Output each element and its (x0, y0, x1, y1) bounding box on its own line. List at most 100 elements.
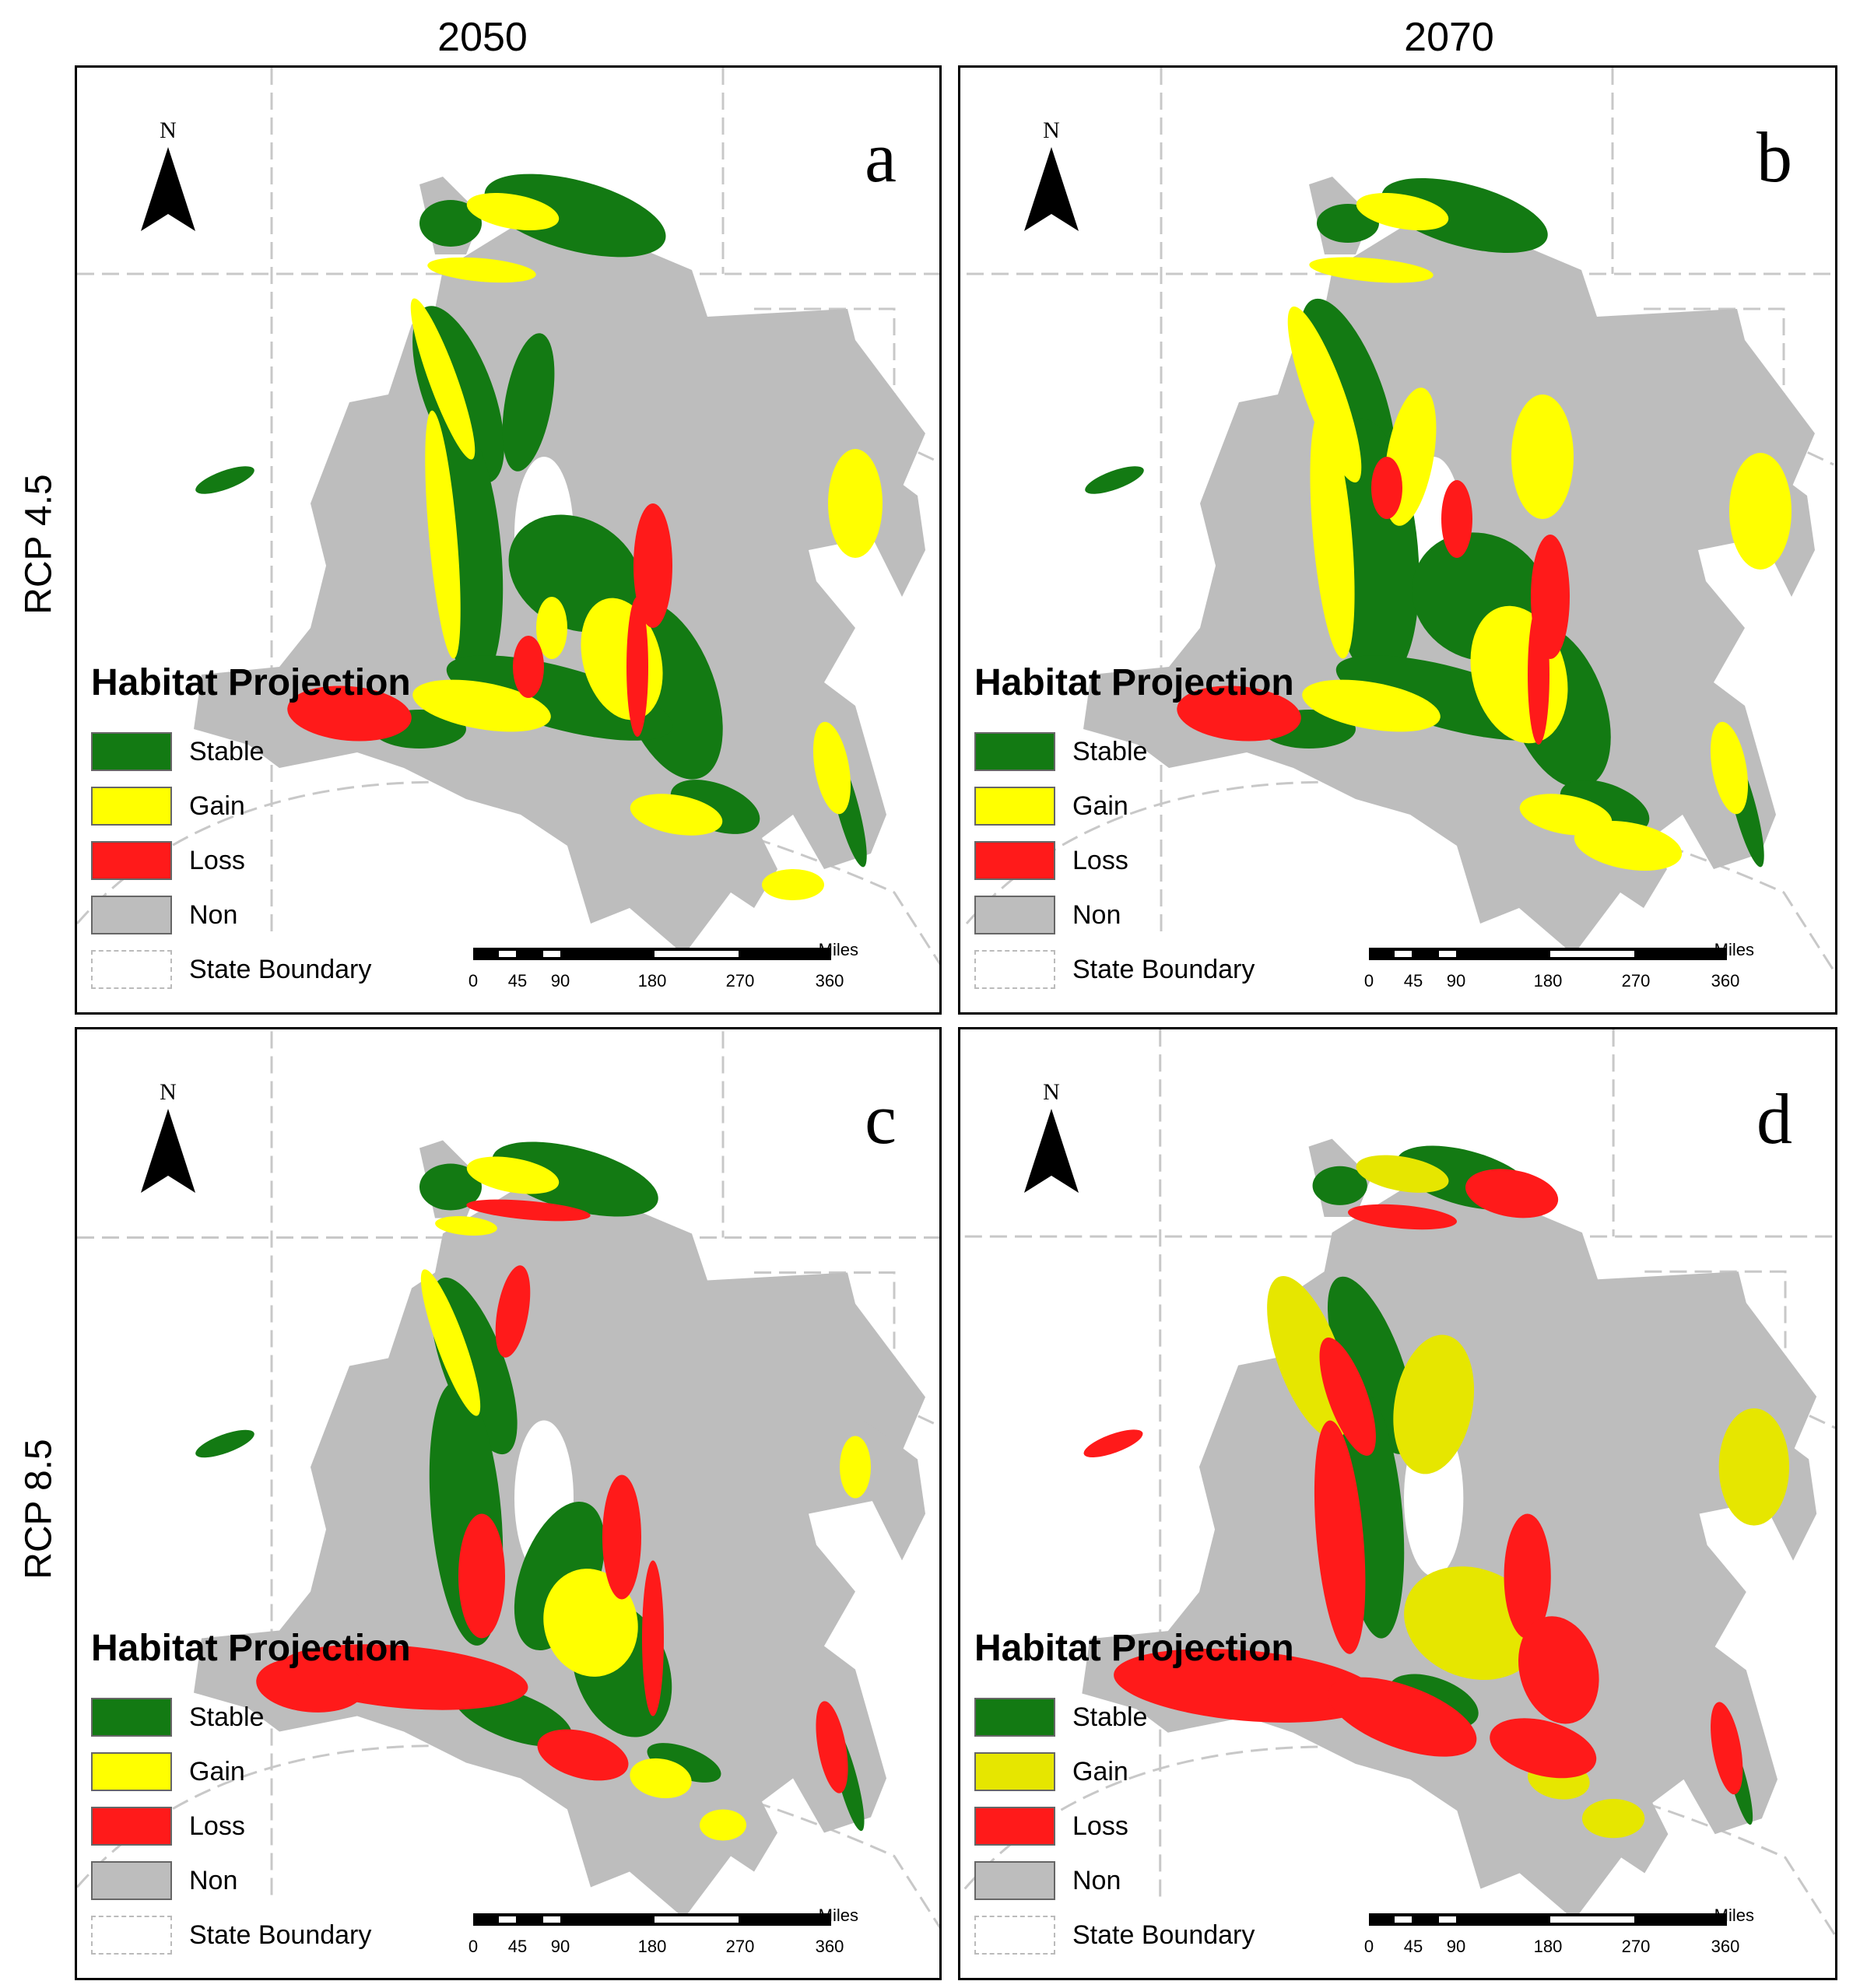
stable-patch (419, 1163, 482, 1211)
legend-item-stable: Stable (974, 724, 1410, 779)
legend-swatch (91, 1916, 172, 1955)
legend-swatch (974, 1861, 1055, 1900)
loss-habitat (1083, 1169, 1743, 1795)
loss-patch (1083, 1429, 1143, 1457)
gain-patch (410, 298, 476, 460)
legend-item-gain: Gain (91, 1744, 527, 1799)
map-panel-c: c N Habitat Projection Stable Gain Loss Non S… (75, 1027, 942, 1980)
legend: Habitat Projection Stable Gain Loss Non State… (974, 1627, 1410, 1962)
scale-tick-label: 360 (1711, 971, 1740, 990)
legend-item-non: Non (974, 888, 1410, 942)
loss-patch (1465, 1169, 1559, 1218)
gain-patch (536, 597, 567, 659)
scale-unit: Miles (1714, 940, 1754, 959)
scale-bar: Miles 0 45 90 180 270 360 (1364, 1906, 1754, 1971)
loss-patch (513, 636, 544, 698)
loss-patch (1319, 1337, 1376, 1456)
gain-patch (1710, 721, 1749, 815)
loss-patch (626, 597, 648, 737)
scale-bar: Miles 0 45 90 180 270 360 (1363, 940, 1754, 1005)
scale-tick-label: 45 (507, 971, 528, 990)
legend-swatch (91, 841, 172, 880)
scale-bar-graphic (1369, 1913, 1727, 1926)
scale-tick-label: 0 (468, 1937, 479, 1956)
gain-patch (762, 869, 824, 900)
gain-patch (1581, 1799, 1645, 1839)
legend-item-state-boundary: State Boundary (974, 942, 1410, 997)
scale-unit: Miles (818, 1906, 858, 1925)
legend-swatch (91, 732, 172, 771)
scale-labels: 0 45 90 180 270 360 (1364, 1937, 1740, 1960)
loss-patch (1528, 605, 1549, 745)
legend-swatch (91, 896, 172, 934)
legend-swatch (91, 1752, 172, 1791)
gain-patch (466, 1156, 560, 1194)
stable-patch (419, 200, 482, 247)
legend-label: State Boundary (189, 1920, 372, 1950)
legend-label: Non (189, 899, 238, 930)
legend-item-loss: Loss (974, 833, 1410, 888)
row-title-rcp45: RCP 4.5 (18, 474, 60, 615)
legend-swatch (91, 1861, 172, 1900)
legend-item-non: Non (91, 1853, 527, 1908)
gain-patch (1574, 821, 1683, 871)
legend-swatch (91, 950, 172, 989)
gain-patch (425, 410, 461, 659)
loss-patch (458, 1513, 505, 1639)
scale-bar-graphic (1369, 948, 1727, 960)
gain-patch (412, 679, 551, 732)
loss-patch (602, 1474, 641, 1600)
scale-tick-label: 360 (1711, 1937, 1740, 1956)
gain-patch (1393, 1334, 1475, 1474)
legend-swatch (974, 950, 1055, 989)
scale-bar-graphic (473, 1913, 831, 1926)
stable-patch (647, 1743, 721, 1783)
legend-item-loss: Loss (91, 833, 527, 888)
legend-swatch (974, 1807, 1055, 1846)
legend-label: Gain (189, 1756, 245, 1786)
column-title-2050: 2050 (437, 15, 528, 60)
loss-habitat (1177, 457, 1570, 745)
stable-patch (492, 1141, 658, 1217)
map-panel-a: a N Habitat Projection Stable Gain Loss Non S… (75, 65, 942, 1015)
gain-patch (1511, 394, 1574, 519)
scale-tick-label: 180 (1533, 1937, 1563, 1956)
scale-bar: Miles 0 45 90 180 270 360 (469, 940, 858, 1005)
scale-unit: Miles (1714, 1906, 1754, 1925)
gain-patch (1356, 192, 1449, 231)
loss-patch (1711, 1702, 1743, 1795)
legend-item-stable: Stable (91, 724, 527, 779)
gain-patch (840, 1436, 871, 1499)
legend-label: Non (189, 1865, 238, 1895)
column-title-2070: 2070 (1404, 15, 1494, 60)
gain-habitat (410, 192, 883, 900)
scale-tick-label: 270 (1621, 971, 1651, 990)
gain-patch (420, 1269, 481, 1416)
legend-item-gain: Gain (91, 779, 527, 833)
scale-tick-label: 360 (815, 971, 844, 990)
gain-patch (1718, 1408, 1790, 1526)
legend-item-loss: Loss (974, 1799, 1410, 1853)
legend-label: Loss (1072, 1811, 1128, 1841)
legend-item-state-boundary: State Boundary (91, 1908, 527, 1962)
map-panel-d: d N Habitat Projection Stable Gain Loss Non S… (958, 1027, 1837, 1980)
legend-item-non: Non (974, 1853, 1410, 1908)
legend-label: Non (1072, 899, 1121, 930)
legend-label: State Boundary (1072, 954, 1255, 984)
north-arrow: N (1016, 114, 1086, 239)
loss-patch (287, 685, 412, 742)
legend-label: Gain (1072, 1756, 1128, 1786)
scale-tick-label: 180 (1533, 971, 1563, 990)
loss-patch (1518, 1616, 1599, 1724)
gain-patch (1287, 306, 1362, 483)
scale-tick-label: 0 (1363, 971, 1374, 990)
loss-patch (1177, 685, 1301, 742)
legend: Habitat Projection Stable Gain Loss Non State… (91, 1627, 527, 1962)
loss-patch (466, 1199, 591, 1222)
stable-patch (1381, 178, 1548, 253)
scale-tick-label: 45 (507, 1937, 528, 1956)
legend-label: State Boundary (1072, 1920, 1255, 1950)
legend-label: Stable (189, 736, 265, 766)
legend-label: Loss (1072, 845, 1128, 875)
legend-title: Habitat Projection (974, 1628, 1294, 1669)
